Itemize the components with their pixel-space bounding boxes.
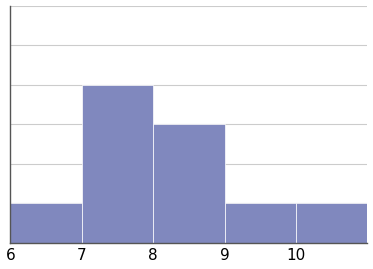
- Bar: [296, 203, 367, 243]
- Bar: [153, 124, 225, 243]
- Bar: [82, 85, 153, 243]
- Bar: [10, 203, 82, 243]
- Bar: [225, 203, 296, 243]
